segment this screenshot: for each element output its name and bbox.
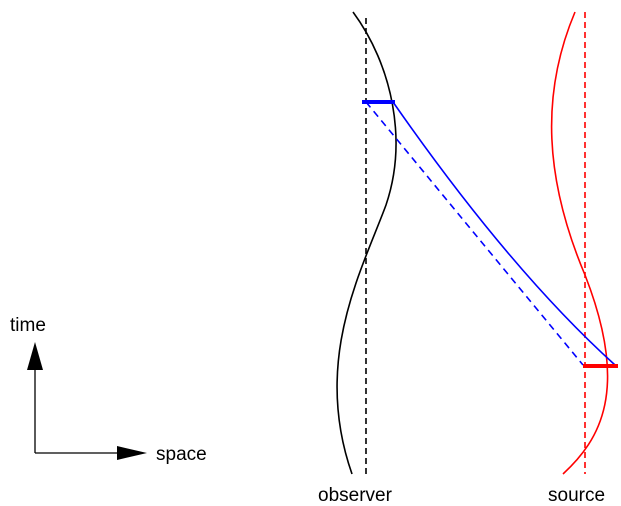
space-axis-label: space [156, 444, 207, 465]
observer-worldline [336, 11, 397, 475]
observer-label: observer [318, 485, 393, 506]
source-label: source [548, 485, 605, 506]
time-axis-arrowhead [27, 342, 43, 370]
time-axis-label: time [10, 315, 46, 336]
space-axis-arrowhead [117, 446, 147, 460]
signal-reference-line [365, 101, 584, 366]
source-worldline [550, 11, 609, 475]
signal-worldline [392, 101, 616, 366]
